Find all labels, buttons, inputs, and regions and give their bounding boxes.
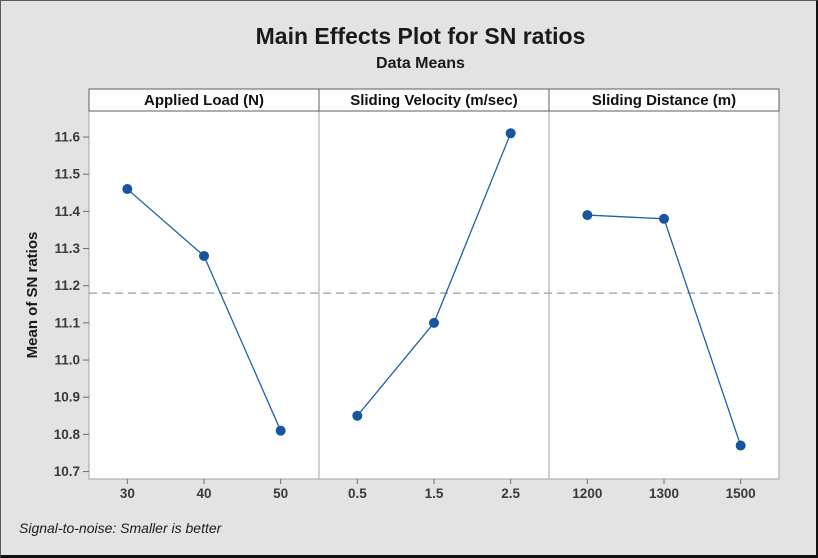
y-tick-label: 11.1 <box>54 315 80 330</box>
x-tick-label: 40 <box>196 486 211 501</box>
panel-bg <box>88 110 320 480</box>
data-point <box>582 210 593 221</box>
panel-bg <box>548 110 780 480</box>
data-point <box>429 317 439 328</box>
data-point <box>659 213 669 224</box>
y-tick-label: 10.7 <box>54 464 80 479</box>
x-tick-label: 30 <box>120 486 135 501</box>
y-tick-label: 10.8 <box>54 427 81 442</box>
panel-header-label: Sliding Distance (m) <box>592 92 736 109</box>
data-point <box>199 250 209 261</box>
x-tick-label: 1.5 <box>425 486 444 501</box>
data-point <box>352 410 363 421</box>
x-tick-label: 1200 <box>572 486 602 501</box>
data-point <box>275 425 286 436</box>
x-tick-label: 1300 <box>649 486 679 501</box>
y-tick-label: 11.3 <box>54 241 80 256</box>
chart-subtitle: Data Means <box>376 55 465 72</box>
data-point <box>122 184 133 195</box>
panel-header-cell <box>548 88 780 112</box>
panel-header-label: Applied Load (N) <box>144 92 264 109</box>
panel-bg <box>318 110 550 480</box>
y-tick-label: 10.9 <box>54 390 80 405</box>
x-tick-label: 50 <box>273 486 288 501</box>
chart-title: Main Effects Plot for SN ratios <box>255 23 586 49</box>
data-point <box>505 128 516 139</box>
x-tick-label: 2.5 <box>501 486 520 501</box>
data-point <box>735 440 746 451</box>
x-tick-label: 1500 <box>726 486 756 501</box>
y-tick-label: 11.5 <box>54 167 80 182</box>
y-tick-label: 11.0 <box>54 353 80 368</box>
footnote: Signal-to-noise: Smaller is better <box>19 520 222 536</box>
y-tick-label: 11.2 <box>54 278 80 293</box>
x-tick-label: 0.5 <box>348 486 367 501</box>
y-tick-label: 11.4 <box>54 204 80 219</box>
y-tick-label: 11.6 <box>54 130 80 145</box>
panel-header-label: Sliding Velocity (m/sec) <box>350 92 518 109</box>
